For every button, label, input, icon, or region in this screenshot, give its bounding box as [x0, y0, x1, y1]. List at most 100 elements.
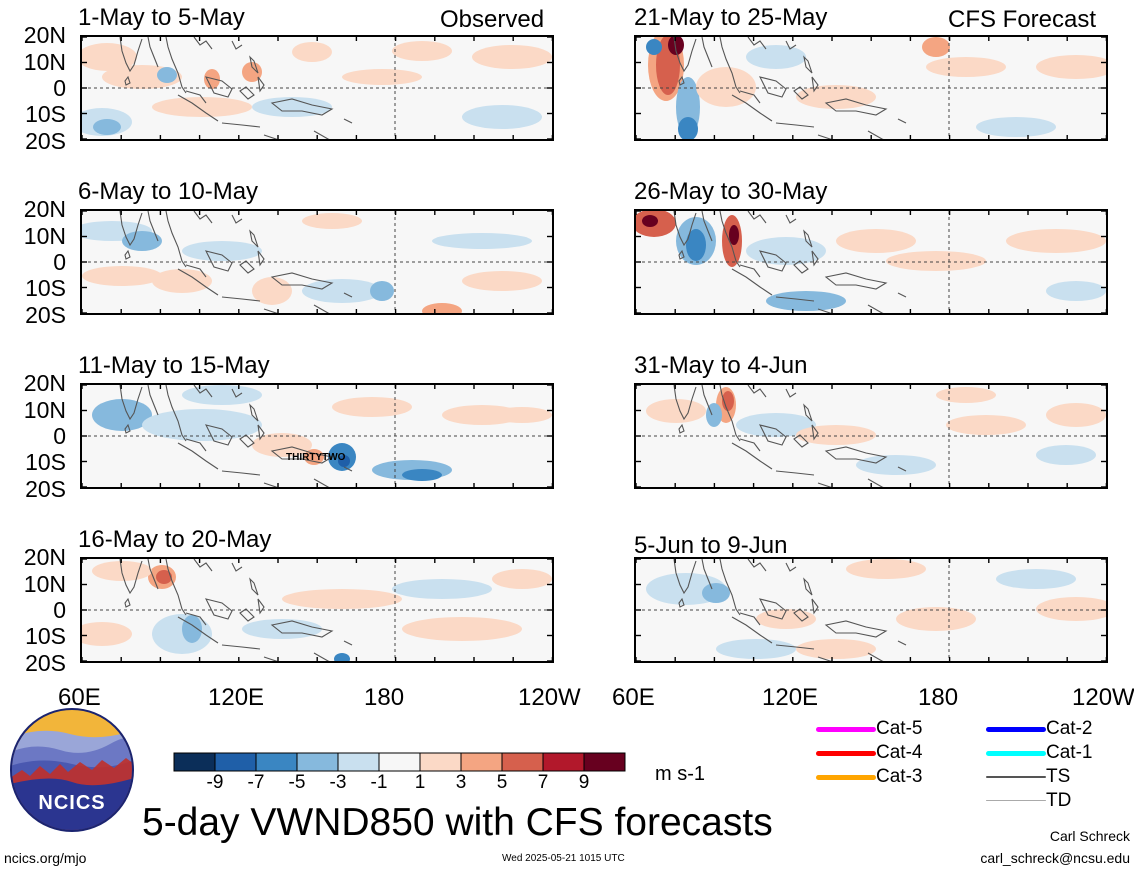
lat-label-10s: 10S — [25, 275, 66, 301]
anomaly-contour — [896, 607, 976, 631]
anomaly-contour — [182, 241, 262, 261]
anomaly-contour — [156, 570, 172, 584]
anomaly-contour — [796, 85, 876, 109]
lon-label-180-left: 180 — [364, 684, 405, 711]
map-panel-6 — [634, 209, 1108, 315]
timestamp-label: Wed 2025-05-21 1015 UTC — [502, 853, 625, 864]
panel-title-4: 16-May to 20-May — [78, 526, 272, 553]
anomaly-contour — [462, 105, 542, 129]
colorbar-tick-label: 3 — [455, 772, 467, 793]
grid-lines — [636, 211, 1106, 313]
colorbar-tick-label: -1 — [370, 772, 388, 793]
anomaly-contour — [472, 45, 552, 69]
legend-swatch — [816, 727, 876, 732]
colorbar-swatch — [378, 752, 421, 772]
anomaly-contour — [702, 583, 730, 603]
grid-lines — [636, 37, 1106, 139]
anomaly-field — [82, 561, 552, 661]
anomaly-field — [92, 385, 552, 481]
colorbar-tick-label: 9 — [578, 772, 590, 793]
website-label: ncics.org/mjo — [4, 850, 87, 866]
anomaly-contour — [152, 97, 252, 117]
anomaly-contour — [796, 425, 876, 445]
anomaly-contour — [642, 215, 658, 227]
lon-label-180-right: 180 — [918, 684, 959, 711]
anomaly-contour — [92, 399, 152, 431]
map-panel-4 — [80, 557, 554, 663]
anomaly-contour — [746, 237, 826, 265]
anomaly-contour — [729, 225, 739, 245]
anomaly-contour — [122, 231, 162, 251]
anomaly-contour — [716, 639, 796, 659]
colorbar-swatch — [583, 752, 626, 772]
anomaly-contour — [996, 569, 1076, 589]
colorbar-tick-label: 7 — [537, 772, 549, 793]
anomaly-contour — [976, 117, 1056, 137]
grid-lines — [82, 385, 552, 487]
anomaly-contour — [392, 579, 492, 599]
anomaly-contour — [302, 213, 362, 229]
coastlines — [673, 559, 907, 661]
colorbar-swatch — [255, 752, 298, 772]
grid-lines — [82, 559, 552, 661]
anomaly-map-4 — [82, 559, 552, 661]
anomaly-contour — [646, 399, 706, 423]
anomaly-contour — [756, 609, 816, 629]
anomaly-contour — [152, 269, 212, 293]
anomaly-contour — [922, 37, 950, 57]
colorbar-swatch — [419, 752, 462, 772]
panel-title-8: 5-Jun to 9-Jun — [634, 532, 788, 559]
legend-label: Cat-1 — [1046, 742, 1093, 763]
legend-swatch — [986, 776, 1046, 778]
map-panel-3: THIRTYTWO — [80, 383, 554, 489]
anomaly-contour — [402, 469, 442, 481]
anomaly-field — [646, 387, 1106, 475]
anomaly-contour — [686, 229, 706, 261]
ncics-logo-image — [10, 708, 134, 832]
anomaly-contour — [142, 409, 262, 441]
lat-label-20n: 20N — [23, 544, 66, 570]
lat-label-10n: 10N — [23, 571, 66, 597]
colorbar-swatch — [214, 752, 257, 772]
anomaly-contour — [1036, 597, 1106, 621]
anomaly-contour — [242, 62, 262, 82]
ncics-logo-text: NCICS — [38, 792, 106, 814]
anomaly-contour — [392, 41, 452, 61]
colorbar-tick-label: -9 — [206, 772, 224, 793]
anomaly-contour — [282, 589, 402, 609]
legend-label: Cat-2 — [1046, 718, 1093, 739]
grid-lines — [636, 385, 1106, 487]
anomaly-contour — [668, 37, 684, 55]
lat-label-10s: 10S — [25, 101, 66, 127]
anomaly-contour — [292, 42, 332, 62]
anomaly-contour — [82, 43, 137, 71]
anomaly-contour — [836, 229, 916, 253]
anomaly-contour — [82, 622, 132, 646]
coastlines — [673, 37, 907, 139]
legend-swatch — [816, 751, 876, 756]
author-label: Carl Schreck — [1049, 828, 1130, 844]
lon-label-120w-right: 120W — [1072, 686, 1134, 710]
anomaly-field — [646, 37, 1106, 139]
anomaly-contour — [432, 233, 532, 249]
anomaly-contour — [1036, 445, 1096, 465]
anomaly-contour — [304, 449, 324, 465]
anomaly-contour — [886, 251, 986, 271]
panel-title-7: 31-May to 4-Jun — [634, 352, 808, 379]
anomaly-contour — [242, 619, 322, 639]
colorbar-swatch — [501, 752, 544, 772]
anomaly-contour — [946, 415, 1026, 435]
anomaly-contour — [252, 277, 292, 305]
colorbar-swatch — [296, 752, 339, 772]
anomaly-contour — [1046, 403, 1106, 427]
coastlines — [673, 211, 907, 313]
anomaly-field — [646, 559, 1106, 659]
anomaly-contour — [152, 614, 212, 654]
anomaly-contour — [796, 639, 876, 659]
legend-swatch — [816, 775, 876, 780]
anomaly-contour — [746, 45, 806, 69]
colorbar-tick-label: -7 — [247, 772, 265, 793]
anomaly-contour — [157, 67, 177, 83]
legend-label: Cat-3 — [876, 766, 923, 787]
colorbar-swatch — [542, 752, 585, 772]
